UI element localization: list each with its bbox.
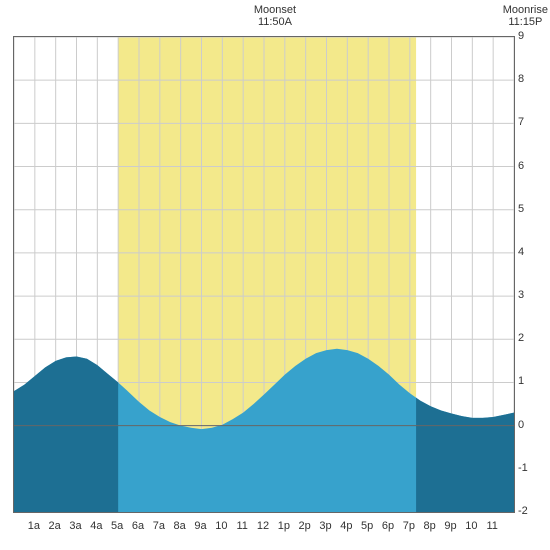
x-tick: 11 [486,520,497,532]
x-tick: 9p [444,520,456,532]
y-tick: 4 [518,246,524,258]
x-tick: 2a [49,520,61,532]
x-tick: 8a [174,520,186,532]
x-tick: 8p [424,520,436,532]
moonrise-time: 11:15P [508,16,542,28]
x-tick: 6a [132,520,144,532]
moonrise-label: Moonrise 11:15P [503,4,548,28]
moonset-label: Moonset 11:50A [254,4,296,28]
x-tick: 7p [403,520,415,532]
x-tick: 1a [28,520,40,532]
y-tick: 7 [518,116,524,128]
x-tick: 7a [153,520,165,532]
moonrise-title: Moonrise [503,4,548,16]
tide-chart [13,36,515,513]
x-tick: 6p [382,520,394,532]
x-tick: 10 [215,520,227,532]
y-tick: 8 [518,73,524,85]
x-tick: 11 [236,520,247,532]
x-tick: 2p [299,520,311,532]
y-tick: 1 [518,375,524,387]
x-tick: 3a [69,520,81,532]
y-tick: 5 [518,203,524,215]
top-labels: Moonset 11:50A Moonrise 11:15P [0,4,550,34]
moonset-time: 11:50A [258,16,292,28]
x-tick: 3p [319,520,331,532]
moonset-title: Moonset [254,4,296,16]
y-tick: 2 [518,332,524,344]
x-tick: 9a [194,520,206,532]
tide-night-overlay [14,37,118,512]
y-tick: 3 [518,289,524,301]
x-tick: 5a [111,520,123,532]
x-tick: 5p [361,520,373,532]
y-tick: -1 [518,462,528,474]
y-tick: 9 [518,30,524,42]
x-axis-labels: 1a 2a 3a 4a 5a 6a 7a 8a 9a 10 11 12 1p 2p 3p 4p 5p 6p 7p 8p… [13,520,513,540]
x-tick: 4p [340,520,352,532]
y-axis-labels: -2-10123456789 [518,36,546,511]
x-tick: 4a [90,520,102,532]
x-tick: 10 [465,520,477,532]
x-tick: 1p [278,520,290,532]
y-tick: -2 [518,505,528,517]
y-tick: 0 [518,419,524,431]
x-tick: 12 [257,520,269,532]
y-tick: 6 [518,160,524,172]
chart-svg [14,37,514,512]
